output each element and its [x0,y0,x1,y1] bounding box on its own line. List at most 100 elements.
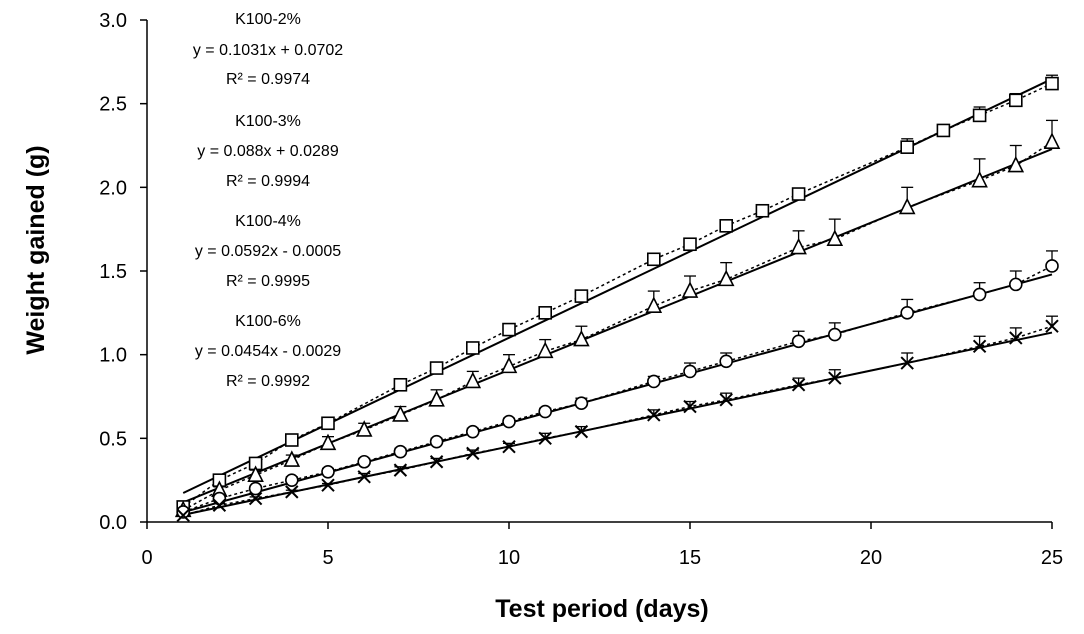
data-point-x-stroke [429,455,444,469]
data-point-x [212,498,227,512]
y-tick-label: 3.0 [99,10,127,32]
data-markers [174,76,1061,523]
data-point-triangle [971,170,988,188]
data-point-circle [502,414,516,429]
annotation-name: K100-2% [235,11,301,28]
data-point-x [972,339,987,354]
data-point-x-stroke [248,491,263,506]
data-point-triangle [826,229,844,247]
data-point-x [393,463,408,477]
x-axis-title: Test period (days) [495,595,708,623]
error-bars [177,74,1058,516]
data-point-circle [248,481,263,496]
data-point-triangle [645,296,663,313]
data-point-x-stroke [393,463,408,477]
data-point-square [646,252,661,267]
annotation-r2: R² = 0.9995 [226,273,310,290]
data-point-x [248,491,263,506]
data-point-triangle [573,329,590,347]
data-trend-line [182,141,1053,511]
data-point-square [936,123,951,138]
data-point-x-stroke [683,399,697,414]
data-point-x-stroke [176,508,190,523]
data-point-triangle [500,356,518,374]
data-point-x-stroke [900,356,914,370]
x-tick-label: 25 [1041,547,1063,569]
data-point-x [1045,319,1059,333]
data-point-triangle [1043,132,1061,149]
data-point-x [285,485,299,499]
data-point-x-stroke [502,439,516,454]
data-point-square [755,203,770,218]
data-point-square [719,219,734,233]
data-point-square [284,433,299,447]
data-point-circle [574,396,589,410]
data-point-x-stroke [647,408,661,422]
data-point-circle [429,434,444,449]
data-point-triangle [681,281,699,298]
annotation-equation: y = 0.1031x + 0.0702 [193,42,343,59]
data-point-triangle [717,269,735,287]
x-tick-label: 15 [679,547,701,569]
data-point-x-stroke [321,478,335,492]
data-point-circle [972,287,987,302]
data-point-triangle [247,465,264,482]
x-tick-label: 5 [322,547,333,569]
data-point-square [538,306,553,320]
data-point-x [538,431,552,446]
data-trend-line [182,265,1053,513]
data-point-triangle [319,433,337,451]
data-point-x [176,508,190,523]
annotation-r2: R² = 0.9992 [226,373,310,390]
data-point-triangle [790,237,807,255]
data-point-x-stroke [1009,331,1023,345]
data-point-x-stroke [828,371,842,385]
data-point-circle [357,454,372,469]
annotation-equation: y = 0.0592x - 0.0005 [195,243,341,260]
x-tick-label: 20 [860,547,882,569]
data-point-x [647,408,661,422]
data-point-square [683,237,697,252]
annotation-name: K100-6% [235,313,301,330]
data-point-x-stroke [719,393,733,407]
data-point-circle [719,354,734,369]
annotation-r2: R² = 0.9974 [226,71,310,88]
data-point-circle [683,364,697,379]
annotation-name: K100-4% [235,213,301,230]
data-point-circle [1045,259,1059,273]
y-tick-label: 1.5 [99,261,127,283]
data-point-square [393,377,408,392]
data-point-x-stroke [212,498,227,512]
data-point-x [321,478,335,492]
data-point-square [502,322,516,337]
data-point-x [1009,331,1023,345]
data-point-x [791,378,806,392]
data-point-x [466,446,480,461]
data-point-square [1008,93,1023,108]
data-point-triangle [355,420,373,437]
annotation-r2: R² = 0.9994 [226,173,310,190]
annotation-equation: y = 0.0454x - 0.0029 [195,343,341,360]
fit-annotations: K100-2% y = 0.1031x + 0.0702 R² = 0.9974… [193,11,343,390]
fit-line [182,273,1053,514]
data-point-x-stroke [574,424,589,439]
data-point-square [429,361,444,375]
data-point-triangle [283,450,301,467]
data-point-x [900,356,914,370]
data-point-x-stroke [466,446,480,461]
data-point-circle [900,306,915,320]
data-point-x-stroke [357,470,371,484]
data-point-triangle [392,405,409,422]
data-point-square [574,289,589,303]
y-tick-label: 1.0 [99,345,127,367]
data-point-square [1045,76,1059,91]
data-point-circle [791,334,806,349]
annotation-name: K100-3% [235,113,301,130]
data-point-x-stroke [1045,319,1059,333]
data-point-x [683,399,697,414]
data-point-x [502,439,516,454]
axes [140,19,1053,529]
y-tick-label: 0.5 [99,428,127,450]
data-point-triangle [428,390,445,407]
fit-line [182,78,1053,494]
